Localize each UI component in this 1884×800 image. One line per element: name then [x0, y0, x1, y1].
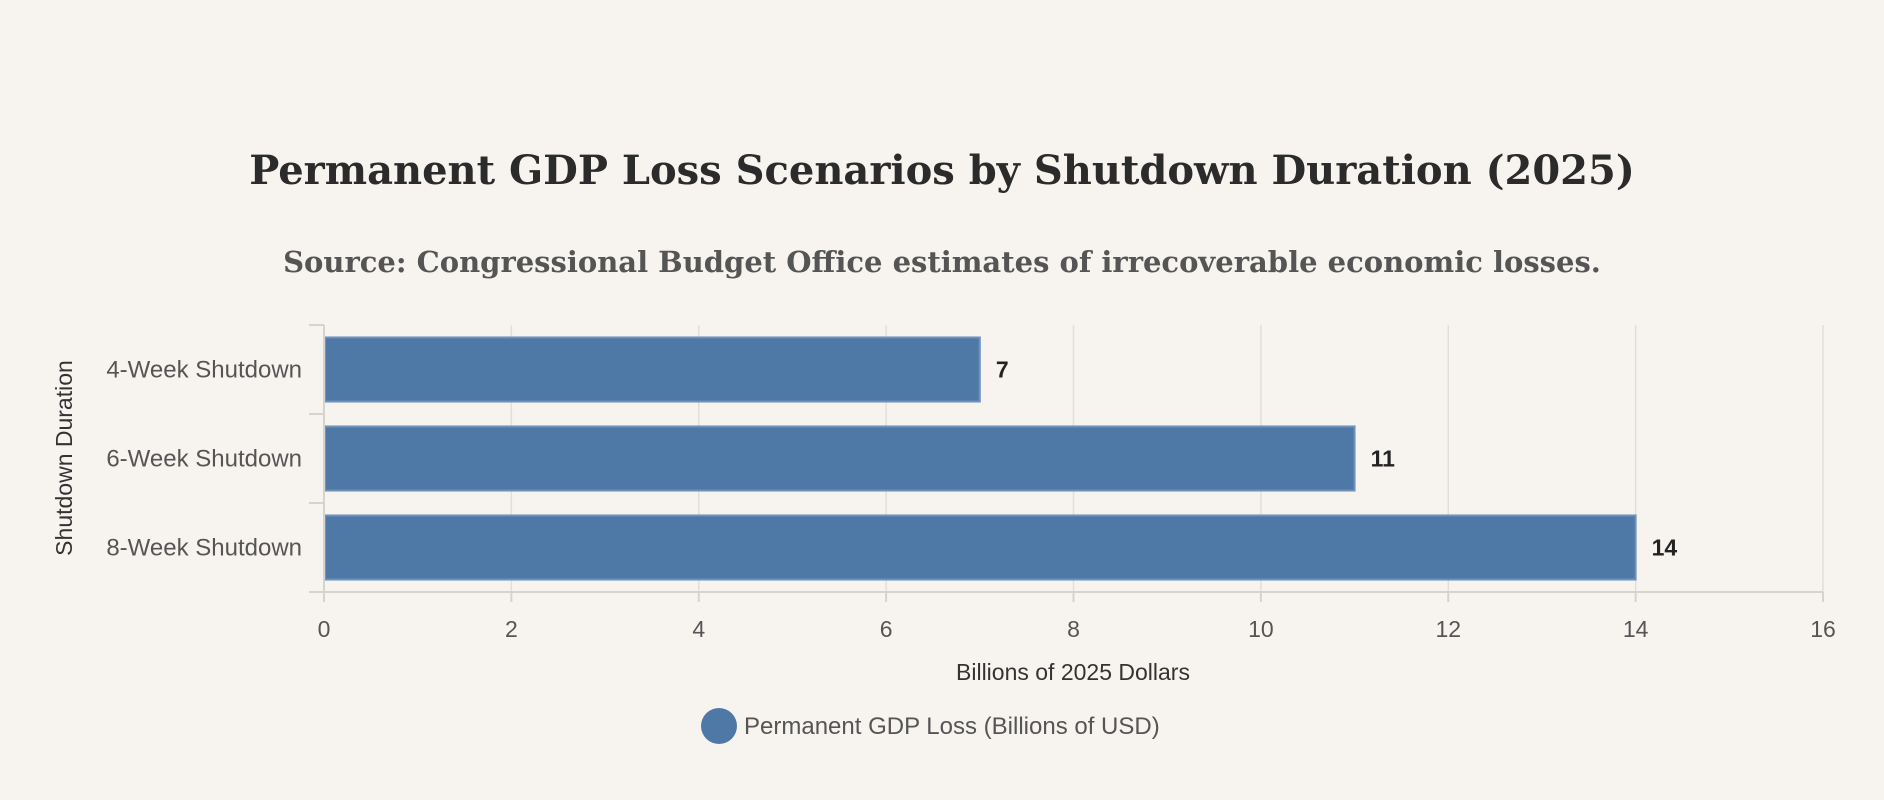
- bar-value-label: 11: [1371, 446, 1396, 472]
- chart-title: Permanent GDP Loss Scenarios by Shutdown…: [249, 147, 1635, 194]
- x-tick-label: 10: [1248, 616, 1274, 642]
- y-category-label: 6-Week Shutdown: [106, 446, 302, 473]
- x-tick-label: 16: [1810, 616, 1836, 642]
- bar[interactable]: [324, 514, 1637, 581]
- x-tick-label: 12: [1435, 616, 1461, 642]
- legend: Permanent GDP Loss (Billions of USD): [701, 708, 1160, 744]
- x-tick-label: 4: [692, 616, 705, 642]
- axes: 0 2 4 6 8 10 12 14 16 4-Week Shutdown 6-Week Shutd…: [106, 324, 1836, 642]
- chart-subtitle: Source: Congressional Budget Office esti…: [283, 245, 1601, 279]
- x-axis-title: Billions of 2025 Dollars: [956, 659, 1190, 685]
- x-tick-label: 14: [1623, 616, 1649, 642]
- x-tick-label: 0: [318, 616, 331, 642]
- y-axis-title: Shutdown Duration: [51, 360, 77, 556]
- bar[interactable]: [324, 425, 1356, 492]
- x-tick-label: 8: [1067, 616, 1080, 642]
- x-tick-label: 2: [505, 616, 518, 642]
- x-tick-label: 6: [880, 616, 893, 642]
- bar[interactable]: [324, 336, 981, 403]
- legend-swatch: [701, 708, 737, 744]
- legend-label: Permanent GDP Loss (Billions of USD): [744, 713, 1160, 740]
- bars: 7 11 14: [324, 336, 1678, 581]
- y-category-label: 8-Week Shutdown: [106, 535, 302, 562]
- bar-value-label: 7: [996, 357, 1009, 383]
- bar-value-label: 14: [1652, 535, 1678, 561]
- y-category-label: 4-Week Shutdown: [106, 357, 302, 384]
